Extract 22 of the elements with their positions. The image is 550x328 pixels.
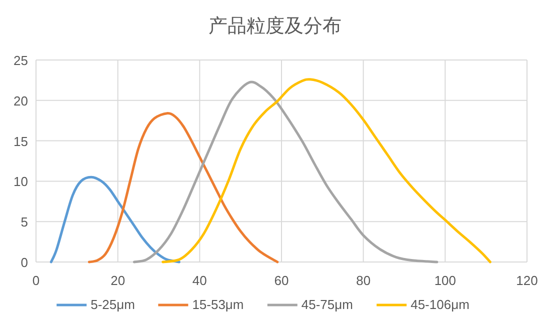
legend-label: 45-75μm	[301, 297, 353, 312]
y-tick-label: 10	[14, 174, 28, 190]
line-series	[88, 112, 279, 264]
x-tick-label: 0	[32, 273, 40, 288]
x-tick-label: 40	[192, 273, 207, 288]
line-series	[50, 176, 180, 264]
y-tick-label: 5	[20, 214, 28, 230]
line-series	[132, 80, 438, 264]
x-tick-label: 20	[110, 273, 126, 288]
legend-label: 45-106μm	[410, 297, 470, 312]
legend-label: 15-53μm	[192, 297, 244, 312]
x-tick-label: 80	[356, 273, 371, 288]
y-tick-label: 0	[20, 255, 28, 270]
y-tick-label: 25	[14, 53, 28, 68]
y-tick-label: 15	[14, 134, 28, 149]
legend-label: 5-25μm	[90, 297, 135, 312]
line-series	[162, 78, 492, 264]
x-tick-label: 100	[434, 273, 456, 288]
x-tick-label: 60	[274, 273, 289, 288]
chart-title: 产品粒度及分布	[208, 15, 342, 37]
x-tick-label: 120	[516, 273, 538, 288]
y-tick-label: 20	[14, 93, 28, 108]
